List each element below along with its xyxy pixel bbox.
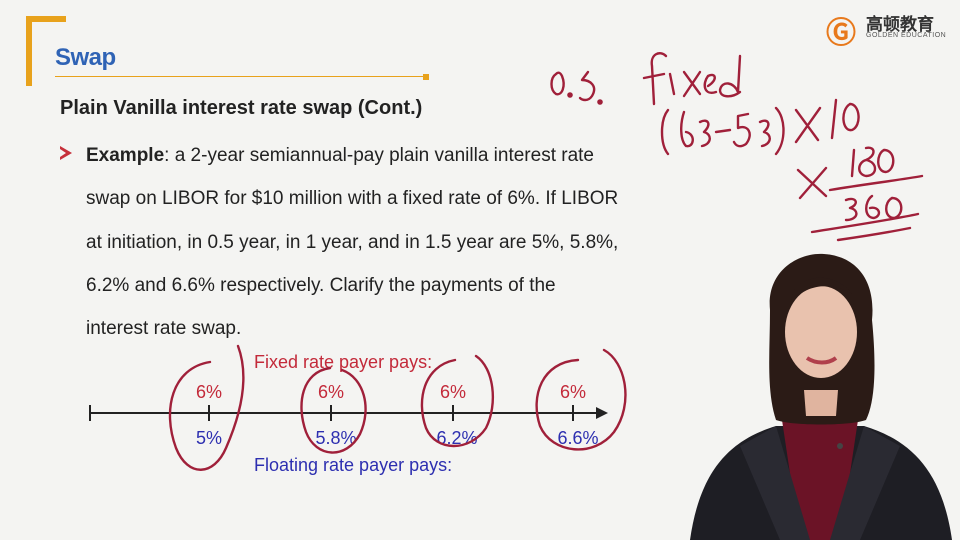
fixed-rate-value: 6% — [195, 382, 222, 402]
title-underline-dot — [423, 74, 429, 80]
brand-logo: Ⓖ 高顿教育 GOLDEN EDUCATION — [826, 6, 956, 50]
example-line-4: 6.2% and 6.6% respectively. Clarify the … — [86, 275, 556, 296]
timeline-axis — [90, 412, 598, 414]
fixed-rate-value: 6% — [559, 382, 586, 402]
ink-dot — [567, 92, 573, 98]
ink-underline — [810, 212, 920, 234]
ink-circle — [168, 344, 245, 471]
fixed-rate-value: 6% — [317, 382, 344, 402]
ink-digit — [550, 71, 565, 96]
floating-rate-value: 5% — [195, 428, 222, 448]
example-line-2: swap on LIBOR for $10 million with a fix… — [86, 188, 619, 209]
ink-circle — [535, 348, 627, 451]
timeline-tick — [452, 405, 454, 421]
title-bracket — [26, 16, 66, 84]
ink-dot — [597, 99, 603, 105]
example-label: Example — [86, 145, 165, 166]
ink-circle — [300, 366, 367, 454]
title-underline — [55, 76, 427, 77]
timeline-tick — [330, 405, 332, 421]
slide-subtitle: Plain Vanilla interest rate swap (Cont.) — [60, 97, 423, 119]
timeline-arrowhead-icon — [596, 407, 608, 419]
ink-word — [642, 52, 742, 106]
ink-expression — [660, 98, 860, 156]
logo-mark-icon: Ⓖ — [826, 17, 856, 50]
fixed-rate-value: 6% — [439, 382, 466, 402]
example-line-5: interest rate swap. — [86, 318, 242, 339]
section-title: Swap — [55, 44, 116, 71]
ink-underline — [836, 226, 912, 242]
logo-cn-text: 高顿教育 — [866, 15, 934, 34]
ink-expression — [796, 146, 924, 222]
floating-rate-value: 5.8% — [315, 428, 357, 448]
example-text-1: : a 2-year semiannual-pay plain vanilla … — [164, 145, 594, 166]
floating-rate-value: 6.6% — [557, 428, 599, 448]
example-line-3: at initiation, in 0.5 year, in 1 year, a… — [86, 232, 619, 253]
example-line-1: Example: a 2-year semiannual-pay plain v… — [86, 145, 594, 167]
logo-en-text: GOLDEN EDUCATION — [866, 32, 947, 39]
timeline-tick — [208, 405, 210, 421]
bullet-arrow-icon — [60, 146, 72, 160]
floating-payer-label: Floating rate payer pays: — [254, 455, 453, 475]
ink-digit — [578, 70, 596, 102]
timeline-tick — [572, 405, 574, 421]
title-bracket-foot — [26, 80, 32, 86]
timeline-start-tick — [89, 405, 91, 421]
ink-circle — [420, 354, 495, 448]
fixed-payer-label: Fixed rate payer pays: — [254, 352, 433, 372]
presenter-image — [690, 253, 952, 540]
